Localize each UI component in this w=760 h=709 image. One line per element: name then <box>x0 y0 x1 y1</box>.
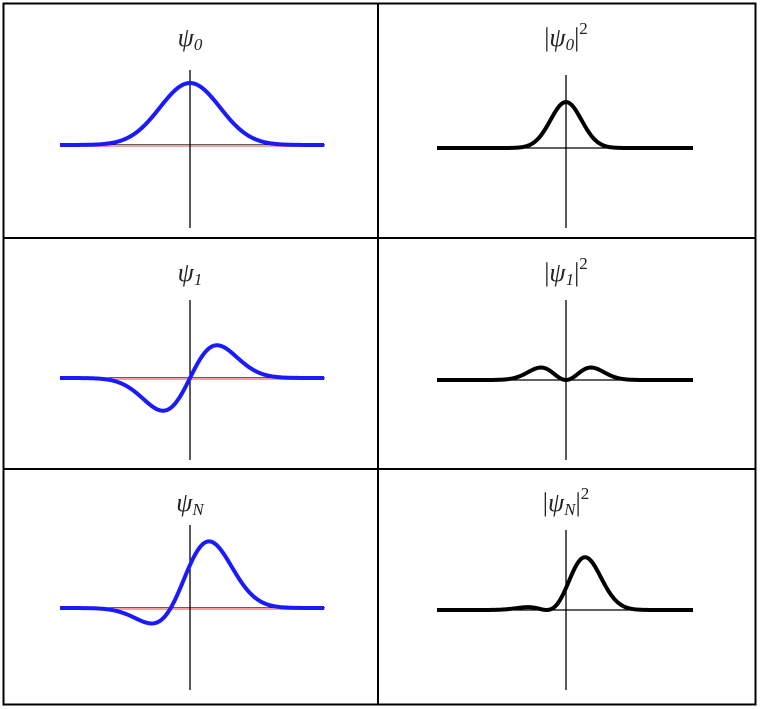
label-close: | <box>574 23 579 52</box>
labels: ψ0 |ψ0|2ψ1 |ψ1|2ψN |ψN|2 <box>176 19 589 519</box>
label-subscript: 1 <box>194 270 203 289</box>
label-close: | <box>574 258 579 287</box>
label-symbol: ψ <box>549 258 566 287</box>
curve <box>60 539 324 626</box>
cell-label: |ψ0|2 <box>544 19 588 54</box>
curve <box>60 81 324 147</box>
label-symbol: ψ <box>178 23 195 52</box>
label-open: | <box>544 23 549 52</box>
label-subscript: 1 <box>566 270 575 289</box>
cell-label: |ψ1|2 <box>544 254 588 289</box>
curve <box>437 555 693 612</box>
plots <box>60 70 693 690</box>
label-subscript: N <box>191 500 205 519</box>
cell-label: ψ0 <box>178 23 203 54</box>
label-symbol: ψ <box>176 488 193 517</box>
label-open: | <box>544 258 549 287</box>
label-superscript: 2 <box>579 19 588 38</box>
label-open: | <box>543 488 548 517</box>
cell-label: |ψN|2 <box>543 484 589 519</box>
label-symbol: ψ <box>548 488 565 517</box>
label-superscript: 2 <box>579 254 588 273</box>
cell-label: ψN <box>176 488 205 519</box>
cell-label: ψ1 <box>178 258 203 289</box>
label-close: | <box>576 488 581 517</box>
curve <box>437 100 693 150</box>
label-subscript: N <box>563 500 577 519</box>
curve <box>437 365 693 382</box>
label-subscript: 0 <box>194 35 203 54</box>
label-subscript: 0 <box>566 35 575 54</box>
label-superscript: 2 <box>581 484 590 503</box>
curve <box>60 343 324 413</box>
label-symbol: ψ <box>178 258 195 287</box>
label-symbol: ψ <box>549 23 566 52</box>
